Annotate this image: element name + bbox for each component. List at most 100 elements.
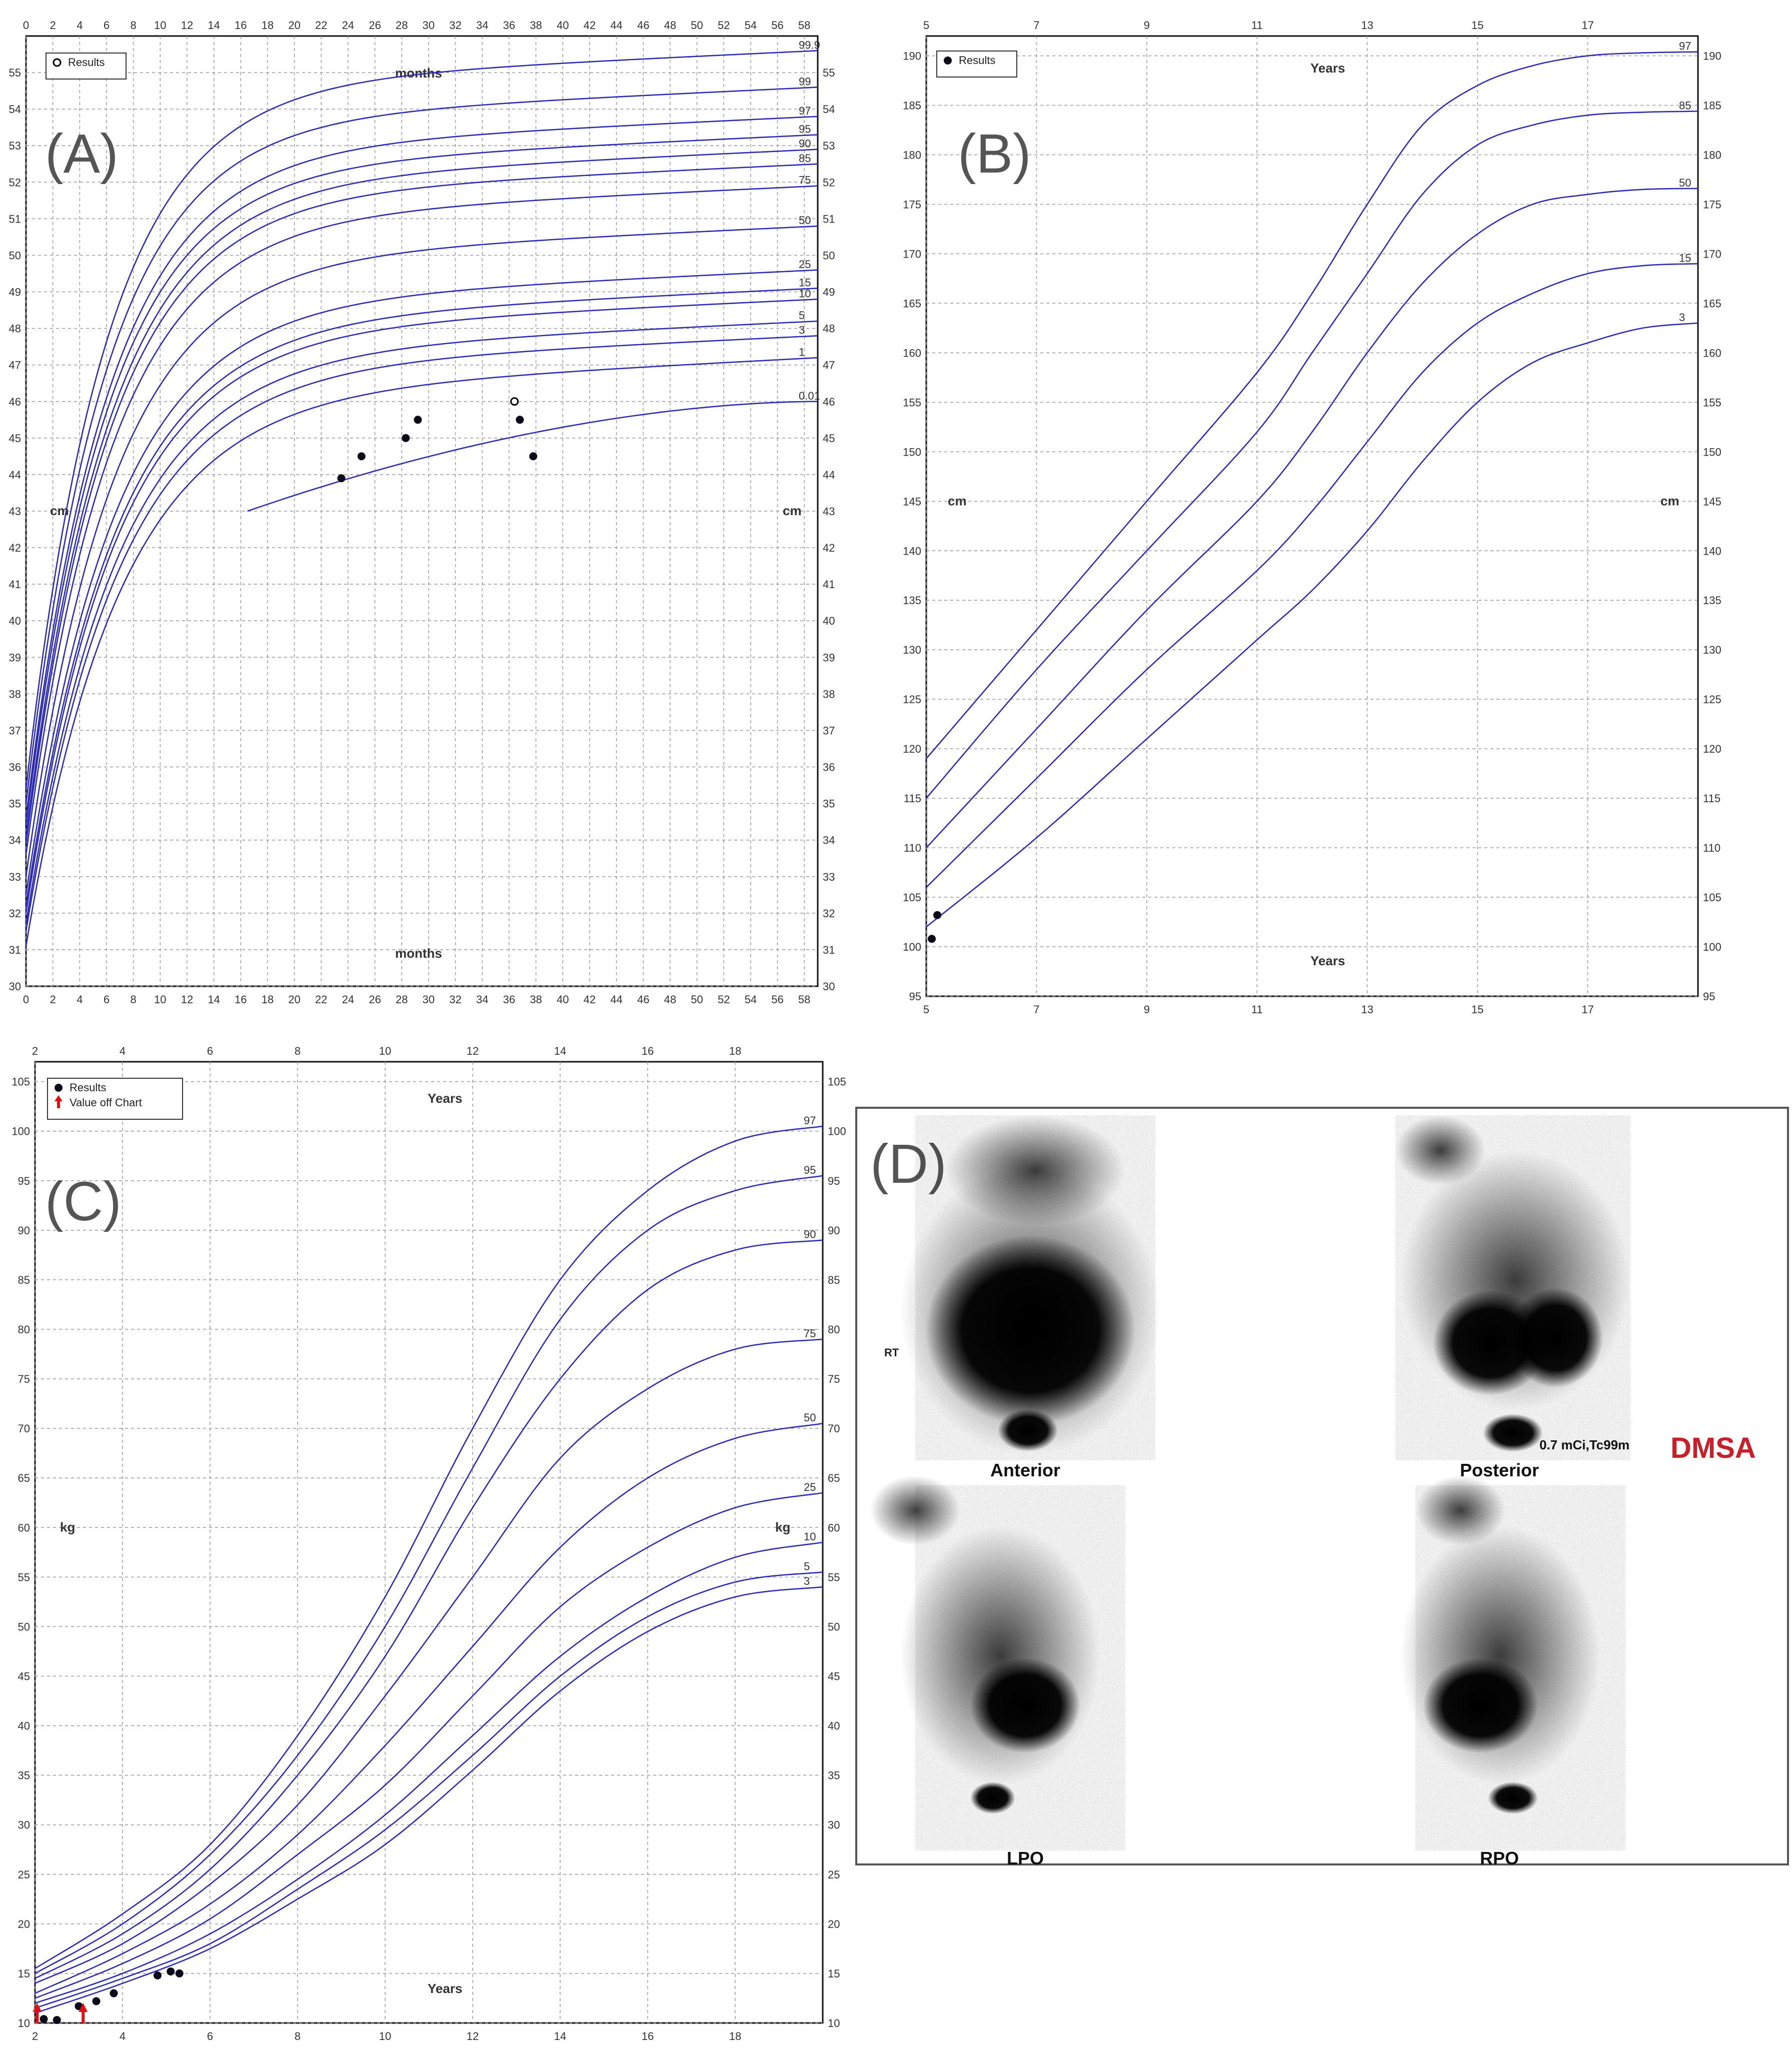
y-tick-label-left: 30	[18, 1819, 30, 1831]
percentile-label: 10	[804, 1530, 816, 1543]
y-tick-label-right: 51	[823, 213, 835, 225]
y-tick-label-right: 35	[828, 1769, 840, 1782]
y-tick-label-right: 135	[1703, 594, 1721, 607]
x-tick-label-bottom: 28	[396, 993, 408, 1006]
y-tick-label-left: 190	[903, 50, 921, 63]
y-tick-label-left: 37	[9, 724, 21, 737]
percentile-curve	[25, 269, 818, 895]
x-tick-label-top: 50	[691, 19, 703, 32]
x-tick-label-top: 8	[131, 19, 137, 32]
y-tick-label-left: 50	[9, 249, 21, 262]
y-tick-label-right: 180	[1703, 149, 1721, 162]
y-tick-label-left: 33	[9, 871, 21, 883]
off-chart-arrow	[79, 2003, 88, 2023]
percentile-label: 1	[799, 346, 805, 358]
y-tick-label-left: 32	[9, 907, 21, 920]
y-tick-label-right: 42	[823, 542, 835, 554]
panel-label: (A)	[45, 123, 119, 185]
scan-dose-text: 0.7 mCi,Tc99m	[1539, 1437, 1629, 1452]
percentile-label: 25	[799, 258, 811, 271]
panel-label: (C)	[45, 1171, 122, 1232]
y-tick-label-right: 32	[823, 907, 835, 920]
y-tick-label-left: 180	[903, 149, 921, 162]
y-tick-label-left: 34	[9, 834, 21, 847]
y-tick-label-right: 35	[823, 798, 835, 810]
y-tick-label-right: 145	[1703, 495, 1721, 508]
y-tick-label-left: 115	[904, 792, 921, 805]
y-tick-label-left: 20	[18, 1918, 30, 1930]
x-tick-label-bottom: 36	[503, 993, 515, 1006]
y-tick-label-left: 110	[904, 842, 921, 854]
y-tick-label-right: 80	[828, 1323, 840, 1336]
x-tick-label-top: 8	[295, 1045, 301, 1057]
percentile-label: 95	[799, 123, 811, 135]
y-tick-label-left: 15	[18, 1967, 30, 1980]
x-tick-label-bottom: 11	[1251, 1003, 1263, 1016]
y-tick-label-left: 75	[18, 1373, 30, 1385]
y-tick-label-left: 105	[12, 1076, 30, 1088]
percentile-label: 3	[799, 324, 805, 336]
y-tick-label-right: 170	[1703, 248, 1721, 260]
legend-marker-results	[55, 1084, 63, 1092]
y-tick-label-right: 55	[823, 67, 835, 79]
plot-frame	[925, 35, 1699, 997]
percentile-curve	[25, 288, 818, 906]
y-tick-label-left: 175	[903, 198, 921, 211]
x-tick-label-top: 11	[1251, 19, 1263, 32]
legend-box	[46, 53, 127, 80]
percentile-label: 99	[799, 75, 811, 88]
panel-c-weight-chart: 2 2 4 4 6 6 8 8 10 10 12 12 14 14 16 16 18 18 10 10 15 15 20 20…	[12, 1045, 846, 2042]
x-tick-label-bottom: 8	[295, 2030, 301, 2042]
y-tick-label-right: 105	[1703, 891, 1721, 904]
y-tick-label-left: 10	[18, 2017, 30, 2029]
result-point	[154, 1971, 162, 1979]
y-tick-label-right: 55	[828, 1571, 840, 1583]
y-tick-label-left: 35	[9, 798, 21, 810]
y-tick-label-left: 155	[903, 396, 921, 409]
x-tick-label-bottom: 10	[154, 993, 166, 1006]
x-tick-label-bottom: 2	[50, 993, 56, 1006]
y-tick-label-right: 20	[828, 1918, 840, 1930]
x-tick-label-bottom: 22	[315, 993, 327, 1006]
y-tick-label-left: 45	[18, 1670, 30, 1682]
x-tick-label-bottom: 52	[718, 993, 730, 1006]
y-tick-label-right: 190	[1703, 50, 1721, 63]
result-point	[110, 1989, 118, 1997]
y-unit-label-left: cm	[948, 493, 967, 508]
y-tick-label-right: 110	[1703, 842, 1720, 854]
x-tick-label-top: 14	[554, 1045, 566, 1057]
y-tick-label-left: 44	[9, 469, 21, 481]
scan-label-anterior: Anterior	[990, 1460, 1060, 1480]
x-tick-label-top: 52	[718, 19, 730, 32]
percentile-curve	[25, 357, 818, 946]
percentile-curve	[926, 322, 1698, 928]
scan-view-lpo	[870, 1475, 1125, 1850]
percentile-curve	[35, 1338, 823, 1984]
percentile-label: 97	[1679, 40, 1691, 53]
y-tick-label-right: 54	[823, 103, 835, 116]
percentile-label: 15	[799, 276, 811, 289]
y-tick-label-right: 39	[823, 651, 835, 664]
result-point	[337, 474, 346, 483]
x-tick-label-top: 18	[729, 1045, 741, 1057]
y-tick-label-right: 10	[828, 2017, 840, 2029]
x-tick-label-bottom: 15	[1471, 1003, 1483, 1016]
legend-marker-results	[944, 57, 952, 65]
x-tick-label-bottom: 16	[235, 993, 247, 1006]
y-tick-label-right: 45	[823, 432, 835, 445]
percentile-curve	[35, 1125, 823, 1969]
percentile-curve	[25, 163, 818, 844]
x-tick-label-top: 20	[288, 19, 300, 32]
y-unit-label-right: kg	[775, 1519, 790, 1534]
x-tick-label-top: 30	[423, 19, 435, 32]
percentile-curve	[25, 335, 818, 932]
x-tick-label-bottom: 50	[691, 993, 703, 1006]
y-tick-label-right: 47	[823, 359, 835, 372]
y-tick-label-right: 125	[1703, 693, 1721, 706]
y-tick-label-right: 53	[823, 140, 835, 152]
y-tick-label-left: 95	[18, 1175, 30, 1187]
y-tick-label-right: 95	[828, 1175, 840, 1187]
y-tick-label-right: 130	[1703, 644, 1721, 656]
scan-side-marker: RT	[884, 1346, 899, 1359]
panel-b-height-chart: 5 5 7 7 9 9 11 11 13 13 15 15 17 17 95 95 100 100 105 105 11…	[903, 19, 1721, 1016]
